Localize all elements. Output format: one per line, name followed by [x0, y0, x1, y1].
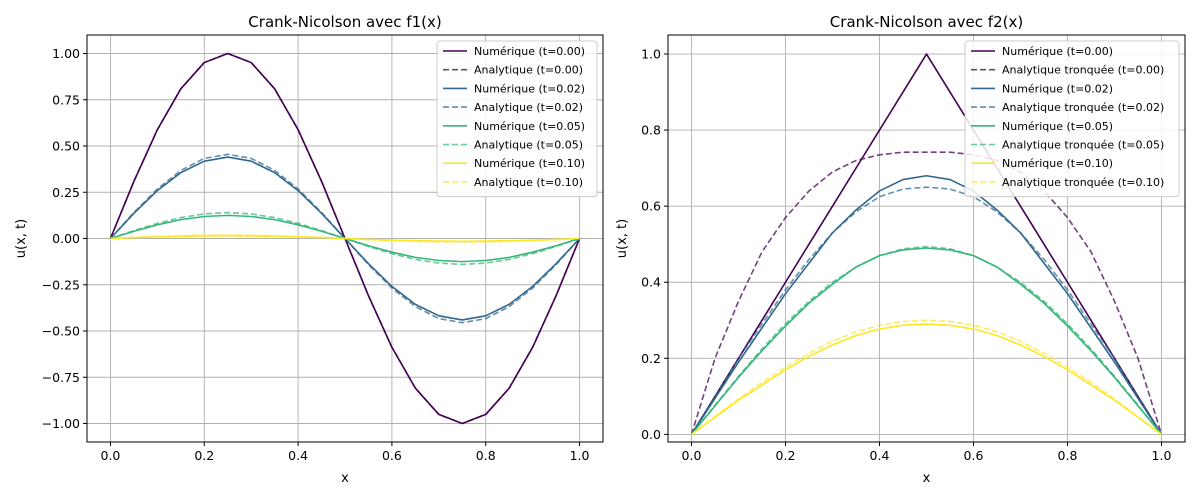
y-tick-label: −0.25: [42, 277, 80, 292]
legend-label: Numérique (t=0.10): [474, 157, 585, 170]
y-tick-label: −1.00: [42, 416, 80, 431]
y-tick-label: 0.0: [641, 427, 661, 442]
chart-f1: 0.0 0.2 0.4 0.6 0.8 1.0 −1.00 −0.75 −0.50 −0.25 0.…: [14, 13, 604, 486]
legend-label: Numérique (t=0.05): [1002, 120, 1113, 133]
x-tick-label: 0.2: [194, 448, 214, 463]
series-line-6: [691, 323, 1162, 436]
y-tick-label: 1.0: [641, 47, 661, 62]
series-line-7: [691, 319, 1162, 436]
chart-title: Crank-Nicolson avec f2(x): [830, 13, 1023, 31]
legend-label: Numérique (t=0.02): [474, 82, 585, 95]
y-tick-label: 0.00: [52, 231, 80, 246]
legend-label: Analytique tronquée (t=0.10): [1002, 176, 1164, 189]
y-tick-label: 0.2: [641, 351, 661, 366]
series-line-5: [110, 211, 580, 266]
x-tick-label: 0.6: [964, 448, 984, 463]
y-tick-label: 0.8: [641, 123, 661, 138]
x-tick-label: 0.0: [101, 448, 121, 463]
legend-label: Numérique (t=0.00): [474, 45, 585, 58]
series-line-3: [109, 153, 581, 324]
legend-label: Numérique (t=0.05): [474, 120, 585, 133]
legend-label: Analytique (t=0.00): [474, 64, 583, 77]
y-tick-label: −0.50: [42, 324, 80, 339]
x-axis-label: x: [341, 471, 349, 486]
series-group: [690, 53, 1163, 436]
x-tick-label: 0.8: [1058, 448, 1078, 463]
series-line-0: [690, 53, 1163, 435]
x-tick-label: 0.0: [682, 448, 702, 463]
legend-box: [964, 40, 1180, 198]
series-line-1: [690, 151, 1163, 435]
x-tick-label: 0.4: [288, 448, 308, 463]
legend: Numérique (t=0.00) Analytique tronquée (t…: [964, 40, 1180, 198]
legend-label: Analytique tronquée (t=0.02): [1002, 101, 1164, 114]
legend-box: [436, 40, 598, 198]
chart-title: Crank-Nicolson avec f1(x): [248, 13, 441, 31]
series-group: [109, 52, 581, 425]
legend: Numérique (t=0.00) Analytique (t=0.00) Num…: [436, 40, 598, 198]
legend-label: Analytique (t=0.02): [474, 101, 583, 114]
legend-label: Numérique (t=0.00): [1002, 45, 1113, 58]
x-tick-label: 1.0: [570, 448, 590, 463]
x-axis-label: x: [923, 471, 931, 486]
y-axis-label: u(x, t): [14, 219, 29, 258]
legend-label: Analytique (t=0.10): [474, 176, 583, 189]
x-tick-label: 0.6: [382, 448, 402, 463]
series-line-3: [690, 186, 1163, 435]
y-tick-label: 0.4: [641, 275, 661, 290]
legend-label: Analytique tronquée (t=0.05): [1002, 139, 1164, 152]
legend-label: Analytique tronquée (t=0.00): [1002, 64, 1164, 77]
series-line-5: [690, 245, 1163, 435]
y-tick-label: 0.25: [52, 185, 80, 200]
y-tick-label: 0.75: [52, 92, 80, 107]
series-line-4: [690, 247, 1163, 435]
y-tick-label: −0.75: [42, 370, 80, 385]
legend-label: Numérique (t=0.02): [1002, 82, 1113, 95]
x-tick-label: 0.4: [870, 448, 890, 463]
legend-label: Numérique (t=0.10): [1002, 157, 1113, 170]
series-line-2: [690, 174, 1163, 435]
y-tick-label: 0.6: [641, 199, 661, 214]
x-tick-label: 1.0: [1152, 448, 1172, 463]
series-line-7: [110, 234, 580, 243]
y-tick-label: 1.00: [52, 46, 80, 61]
chart-f2: 0.0 0.2 0.4 0.6 0.8 1.0 0.0 0.2 0.4 0.6 0.8 1.0 Cran…: [615, 13, 1186, 486]
axes-frame: [667, 34, 1186, 443]
y-axis-label: u(x, t): [615, 219, 630, 258]
legend-label: Analytique (t=0.05): [474, 139, 583, 152]
x-tick-label: 0.2: [776, 448, 796, 463]
y-tick-label: 0.50: [52, 139, 80, 154]
x-tick-label: 0.8: [476, 448, 496, 463]
